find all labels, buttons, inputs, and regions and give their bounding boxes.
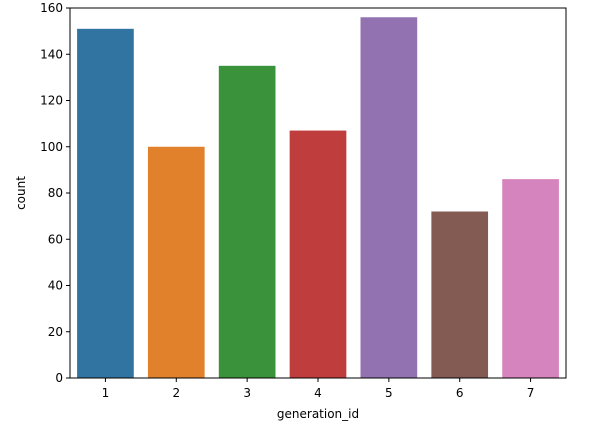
y-tick-label: 0 xyxy=(55,371,63,385)
y-axis-label: count xyxy=(14,176,28,210)
x-tick-label: 7 xyxy=(527,386,535,400)
bar-1 xyxy=(77,28,134,378)
bar-2 xyxy=(147,146,205,378)
bar-4 xyxy=(289,130,347,378)
y-tick-label: 60 xyxy=(48,232,63,246)
y-tick-label: 120 xyxy=(40,94,63,108)
bar-3 xyxy=(218,65,276,378)
bar-7 xyxy=(502,179,559,378)
x-tick-label: 2 xyxy=(172,386,180,400)
y-tick-label: 40 xyxy=(48,279,63,293)
y-tick-label: 20 xyxy=(48,325,63,339)
x-tick-label: 3 xyxy=(243,386,251,400)
y-tick-label: 140 xyxy=(40,47,63,61)
y-tick-label: 160 xyxy=(40,1,63,15)
x-tick-label: 4 xyxy=(314,386,322,400)
y-tick-label: 80 xyxy=(48,186,63,200)
bars-group xyxy=(77,17,559,378)
plot-frame xyxy=(69,7,567,379)
x-tick-label: 1 xyxy=(102,386,110,400)
x-axis-ticks: 1 2 3 4 5 6 7 xyxy=(102,378,535,400)
y-axis-ticks: 0 20 40 60 80 100 120 140 160 xyxy=(40,1,70,385)
x-axis-label: generation_id xyxy=(277,407,359,421)
x-tick-label: 5 xyxy=(385,386,393,400)
bar-6 xyxy=(431,211,489,378)
x-tick-label: 6 xyxy=(456,386,464,400)
bar-5 xyxy=(360,17,418,378)
y-tick-label: 100 xyxy=(40,140,63,154)
